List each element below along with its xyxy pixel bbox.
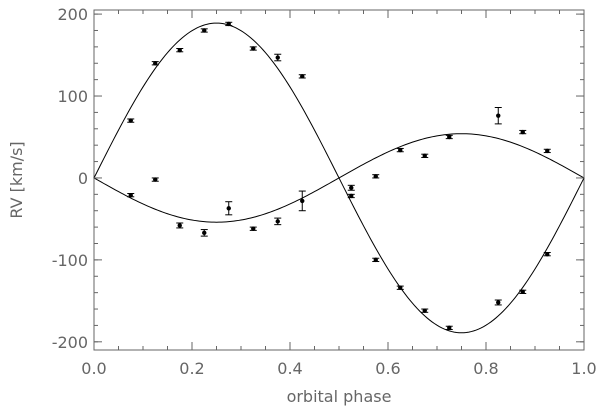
data-point [347,184,355,191]
point-marker [202,28,207,33]
data-point [543,148,551,154]
point-marker [545,148,550,154]
point-marker [398,285,403,290]
point-marker [349,185,354,190]
data-point [421,153,429,159]
data-point [151,61,159,66]
data-point [445,134,453,140]
point-marker [447,134,452,140]
data-point [372,174,380,179]
point-marker [422,308,427,313]
data-point [176,222,184,229]
data-point [543,251,551,257]
data-point [298,74,306,79]
point-marker [153,61,158,66]
data-point [225,21,233,27]
data-point [249,46,257,51]
plot-frame [93,9,585,351]
point-marker [251,46,256,51]
data-points [127,21,551,331]
point-marker [202,230,207,236]
data-point [298,190,306,212]
data-point [225,201,233,216]
model-curves [93,22,585,334]
data-point [127,118,135,123]
data-point [445,325,453,331]
model-curve-2 [93,133,585,223]
point-marker [128,118,133,123]
data-point [200,229,208,237]
x-tick-label: 0.6 [375,359,400,378]
data-point [519,129,527,135]
y-tick-label: -100 [52,251,88,270]
data-point [274,217,282,226]
data-point [127,192,135,198]
data-point [347,193,355,199]
x-tick-label: 1.0 [571,359,596,378]
data-point [396,285,404,290]
point-marker [177,47,182,53]
point-marker [422,153,427,159]
point-marker [447,325,452,331]
point-marker [300,198,305,204]
x-tick-label: 0.2 [179,359,204,378]
x-tick-label: 0.0 [81,359,106,378]
point-marker [545,251,550,257]
x-axis-label: orbital phase [287,387,392,406]
y-tick-label: 0 [78,169,88,188]
y-axis-label: RV [km/s] [7,141,26,218]
data-point [151,177,159,182]
point-marker [496,300,501,305]
data-point [372,257,380,263]
point-marker [349,193,354,199]
axis-ticks: 0.0 0.2 0.4 0.6 0.8 1.0 -200 -100 0 100 200 [52,5,597,378]
data-point [176,47,184,53]
point-marker [520,129,525,135]
point-marker [520,289,525,295]
y-tick-label: 200 [57,5,88,24]
point-marker [153,177,158,182]
y-tick-label: -200 [52,333,88,352]
data-point [249,226,257,231]
point-marker [496,113,501,118]
point-marker [226,21,231,27]
point-marker [275,55,280,60]
y-tick-label: 100 [57,87,88,106]
data-point [200,28,208,33]
point-marker [226,206,231,211]
data-point [494,106,502,125]
data-point [396,147,404,153]
point-marker [275,219,280,224]
x-tick-label: 0.4 [277,359,302,378]
x-tick-label: 0.8 [473,359,498,378]
point-marker [177,223,182,228]
point-marker [251,226,256,231]
point-marker [128,192,133,198]
point-marker [373,174,378,179]
point-marker [398,147,403,153]
data-point [421,308,429,313]
point-marker [373,257,378,263]
data-point [274,53,282,62]
data-point [519,289,527,295]
data-point [494,299,502,306]
point-marker [300,74,305,79]
